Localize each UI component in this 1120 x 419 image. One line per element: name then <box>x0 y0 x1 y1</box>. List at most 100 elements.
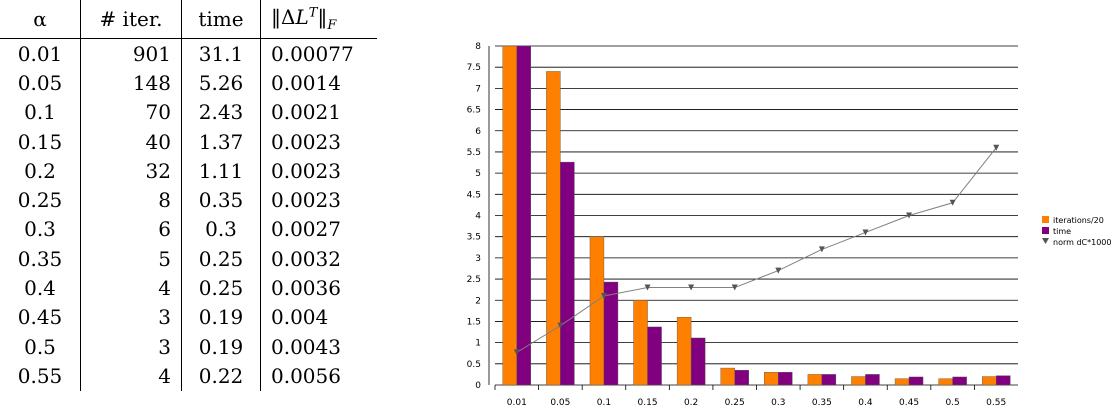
line-point <box>993 144 1000 151</box>
chart-container: 0 0.5 1 1.5 2 2.5 3 3.5 4 4.5 5 5.5 6 6.5 7 7.5 8 0.01 0.0… <box>440 36 1120 419</box>
y-tick-label: 7.5 <box>467 63 481 73</box>
cell-alpha: 0.45 <box>0 302 81 332</box>
x-tick-label: 0.3 <box>771 398 785 408</box>
table-row: 0.3 6 0.3 0.0027 <box>0 214 377 245</box>
cell-norm: 0.0027 <box>271 217 341 242</box>
bar <box>982 376 997 386</box>
line-point <box>600 293 607 300</box>
cell-norm: 0.0023 <box>271 158 341 183</box>
cell-time: 0.3 <box>181 214 261 245</box>
y-tick-label: 6 <box>475 127 481 137</box>
cell-time: 0.25 <box>181 244 261 274</box>
table-row: 0.1 70 2.43 0.0021 <box>0 97 377 127</box>
line-point <box>688 284 695 291</box>
y-tick-label: 2.5 <box>467 275 481 285</box>
cell-time: 0.19 <box>181 302 261 332</box>
line-point <box>557 322 564 329</box>
bar <box>851 376 866 386</box>
cell-alpha: 0.5 <box>0 331 81 362</box>
bar <box>676 317 692 386</box>
table-header-row: α # iter. time ‖ΔLT‖F <box>0 0 377 39</box>
y-tick-label: 8 <box>475 42 481 52</box>
cell-alpha: 0.1 <box>0 97 81 127</box>
y-tick-label: 2 <box>475 296 481 306</box>
bar <box>690 337 706 386</box>
bar <box>516 45 531 386</box>
y-tick-label: 5.5 <box>467 148 481 158</box>
table-row: 0.15 40 1.37 0.0023 <box>0 126 377 157</box>
y-tick-label: 3 <box>475 254 481 264</box>
cell-iterations: 70 <box>80 97 182 127</box>
line-point <box>775 267 782 274</box>
bar <box>996 375 1011 386</box>
cell-norm: 0.0023 <box>271 129 341 154</box>
line-point <box>644 284 651 291</box>
y-tick-label: 7 <box>475 84 481 94</box>
cell-alpha: 0.05 <box>0 68 81 98</box>
table-row: 0.05 148 5.26 0.0014 <box>0 68 377 98</box>
y-tick-label: 1 <box>475 339 481 349</box>
legend-box <box>1038 212 1116 252</box>
bar <box>560 161 575 386</box>
header-alpha: α <box>0 0 81 39</box>
header-norm: ‖ΔLT‖F <box>260 0 377 39</box>
bar <box>502 45 517 386</box>
cell-iterations: 3 <box>80 302 182 332</box>
x-tick-label: 0.35 <box>812 398 832 408</box>
table-row: 0.01 901 31.1 0.00077 <box>0 38 377 69</box>
bar <box>720 367 735 386</box>
table-row: 0.35 5 0.25 0.0032 <box>0 244 377 274</box>
legend-label: time <box>1053 227 1071 236</box>
bar <box>647 326 662 386</box>
cell-norm: 0.0043 <box>271 334 341 359</box>
cell-iterations: 6 <box>80 214 182 245</box>
bar <box>865 374 880 386</box>
results-table-container: α # iter. time ‖ΔLT‖F 0.01 901 31.1 0.00077… <box>0 0 400 419</box>
table-row: 0.45 3 0.19 0.004 <box>0 302 377 332</box>
line-point <box>862 229 869 236</box>
y-tick-label: 1.5 <box>467 317 481 327</box>
cell-alpha: 0.35 <box>0 244 81 274</box>
x-tick-label: 0.05 <box>550 398 570 408</box>
cell-iterations: 40 <box>80 126 182 157</box>
line-point <box>949 199 956 206</box>
cell-iterations: 3 <box>80 331 182 362</box>
line-point <box>906 212 913 219</box>
table-body: 0.01 901 31.1 0.00077 0.05 148 5.26 0.0014 0.1 70… <box>0 38 377 391</box>
cell-iterations: 32 <box>80 156 182 186</box>
cell-alpha: 0.3 <box>0 214 81 245</box>
cell-norm: 0.0023 <box>271 188 341 213</box>
bar <box>778 372 793 386</box>
legend-label: iterations/20 <box>1053 216 1104 225</box>
cell-norm: 0.0014 <box>271 70 341 95</box>
x-tick-label: 0.5 <box>945 398 959 408</box>
table-row: 0.5 3 0.19 0.0043 <box>0 331 377 362</box>
cell-alpha: 0.55 <box>0 361 81 391</box>
x-tick-label: 0.2 <box>684 398 698 408</box>
cell-norm: 0.0021 <box>271 100 341 125</box>
cell-norm: 0.00077 <box>271 41 354 66</box>
cell-time: 5.26 <box>181 68 261 98</box>
line-point <box>818 246 825 253</box>
cell-time: 1.11 <box>181 156 261 186</box>
cell-alpha: 0.15 <box>0 126 81 157</box>
bar <box>821 374 837 386</box>
cell-time: 0.35 <box>181 185 261 215</box>
y-tick-label: 4 <box>475 212 481 222</box>
y-tick-label: 5 <box>475 169 481 179</box>
line-series <box>516 147 997 353</box>
cell-norm: 0.0036 <box>271 276 341 301</box>
bar <box>952 376 967 386</box>
cell-iterations: 901 <box>80 38 182 69</box>
y-tick-label: 3.5 <box>467 233 481 243</box>
x-tick-label: 0.01 <box>507 398 527 408</box>
x-tick-label: 0.15 <box>638 398 658 408</box>
y-tick-label: 0.5 <box>467 360 481 370</box>
bar <box>894 378 910 386</box>
chart-svg: 0 0.5 1 1.5 2 2.5 3 3.5 4 4.5 5 5.5 6 6.5 7 7.5 8 0.01 0.0… <box>467 42 1116 408</box>
cell-time: 0.22 <box>181 361 261 391</box>
header-time: time <box>181 0 261 39</box>
x-tick-label: 0.4 <box>858 398 873 408</box>
line-point <box>731 284 738 291</box>
bar <box>734 369 749 386</box>
